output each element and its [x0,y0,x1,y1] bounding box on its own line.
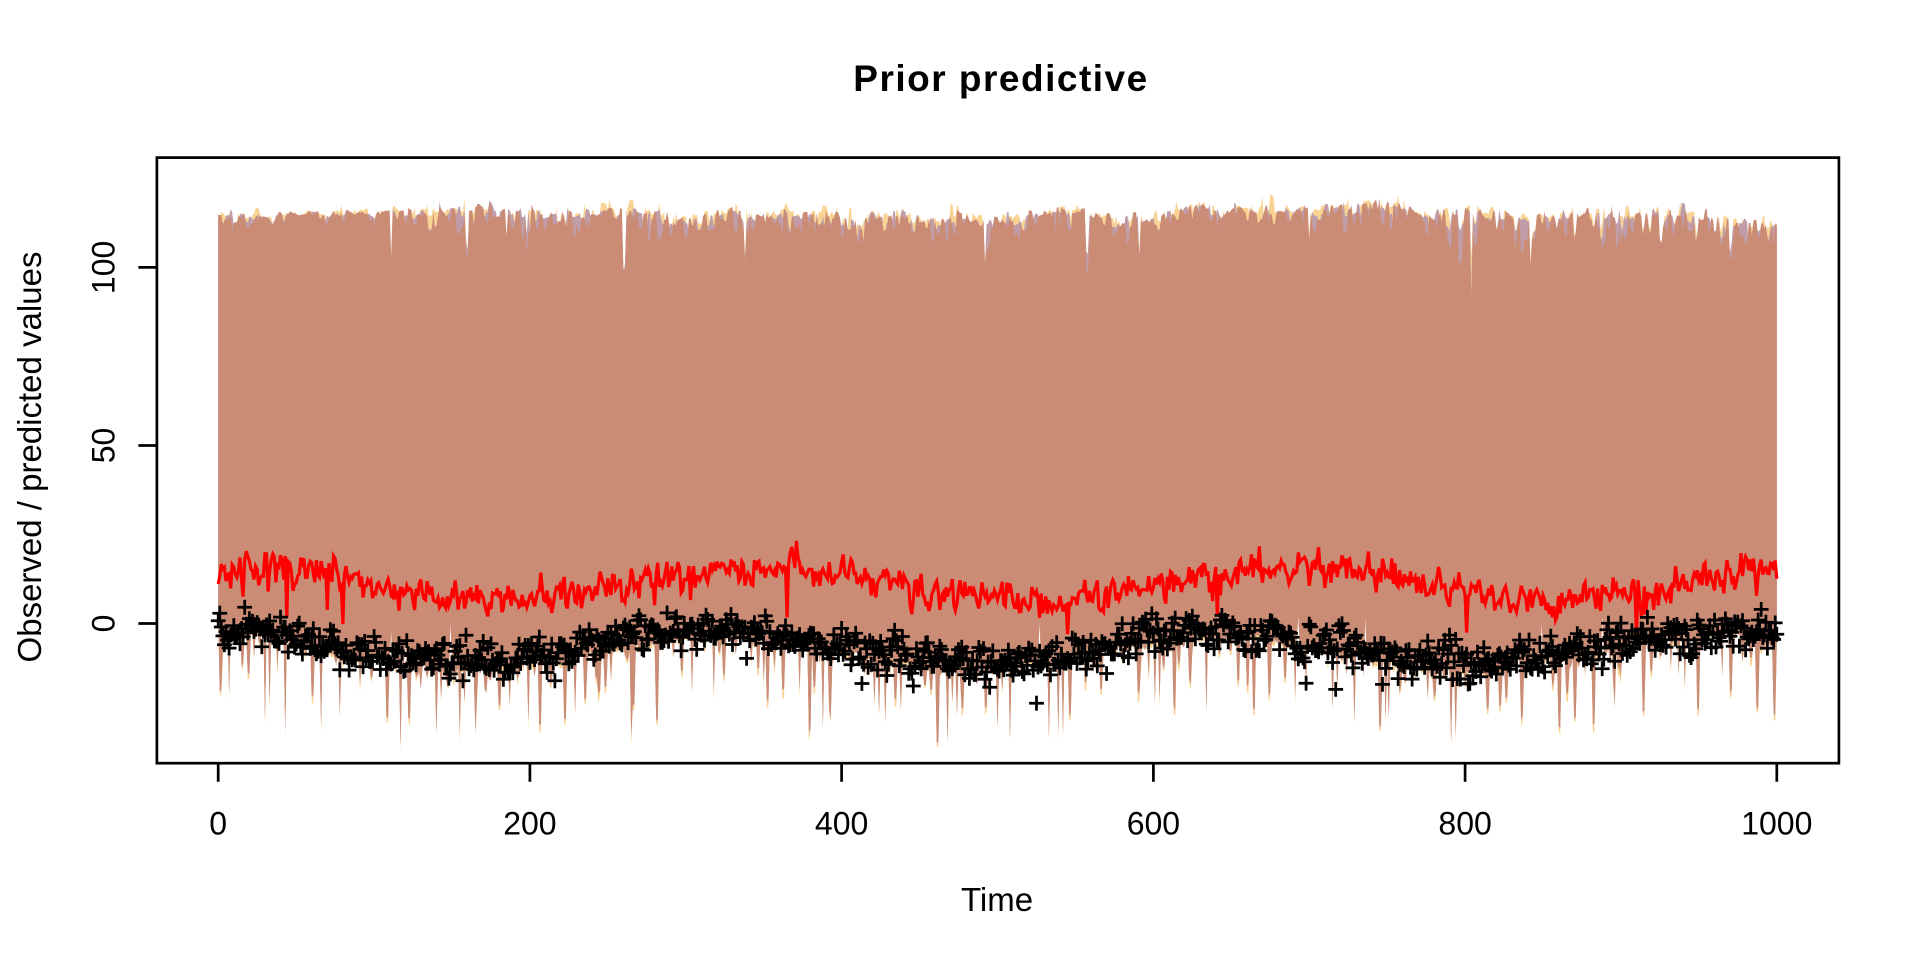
svg-text:100: 100 [86,241,122,294]
svg-text:0: 0 [209,806,227,842]
svg-text:0: 0 [86,615,122,633]
svg-text:Time: Time [961,881,1033,918]
svg-text:50: 50 [86,428,122,464]
svg-text:600: 600 [1127,806,1180,842]
svg-text:200: 200 [503,806,556,842]
svg-text:Observed / predicted values: Observed / predicted values [11,252,48,663]
svg-text:1000: 1000 [1741,806,1812,842]
svg-text:800: 800 [1438,806,1491,842]
svg-text:Prior predictive: Prior predictive [853,58,1148,99]
svg-text:400: 400 [815,806,868,842]
